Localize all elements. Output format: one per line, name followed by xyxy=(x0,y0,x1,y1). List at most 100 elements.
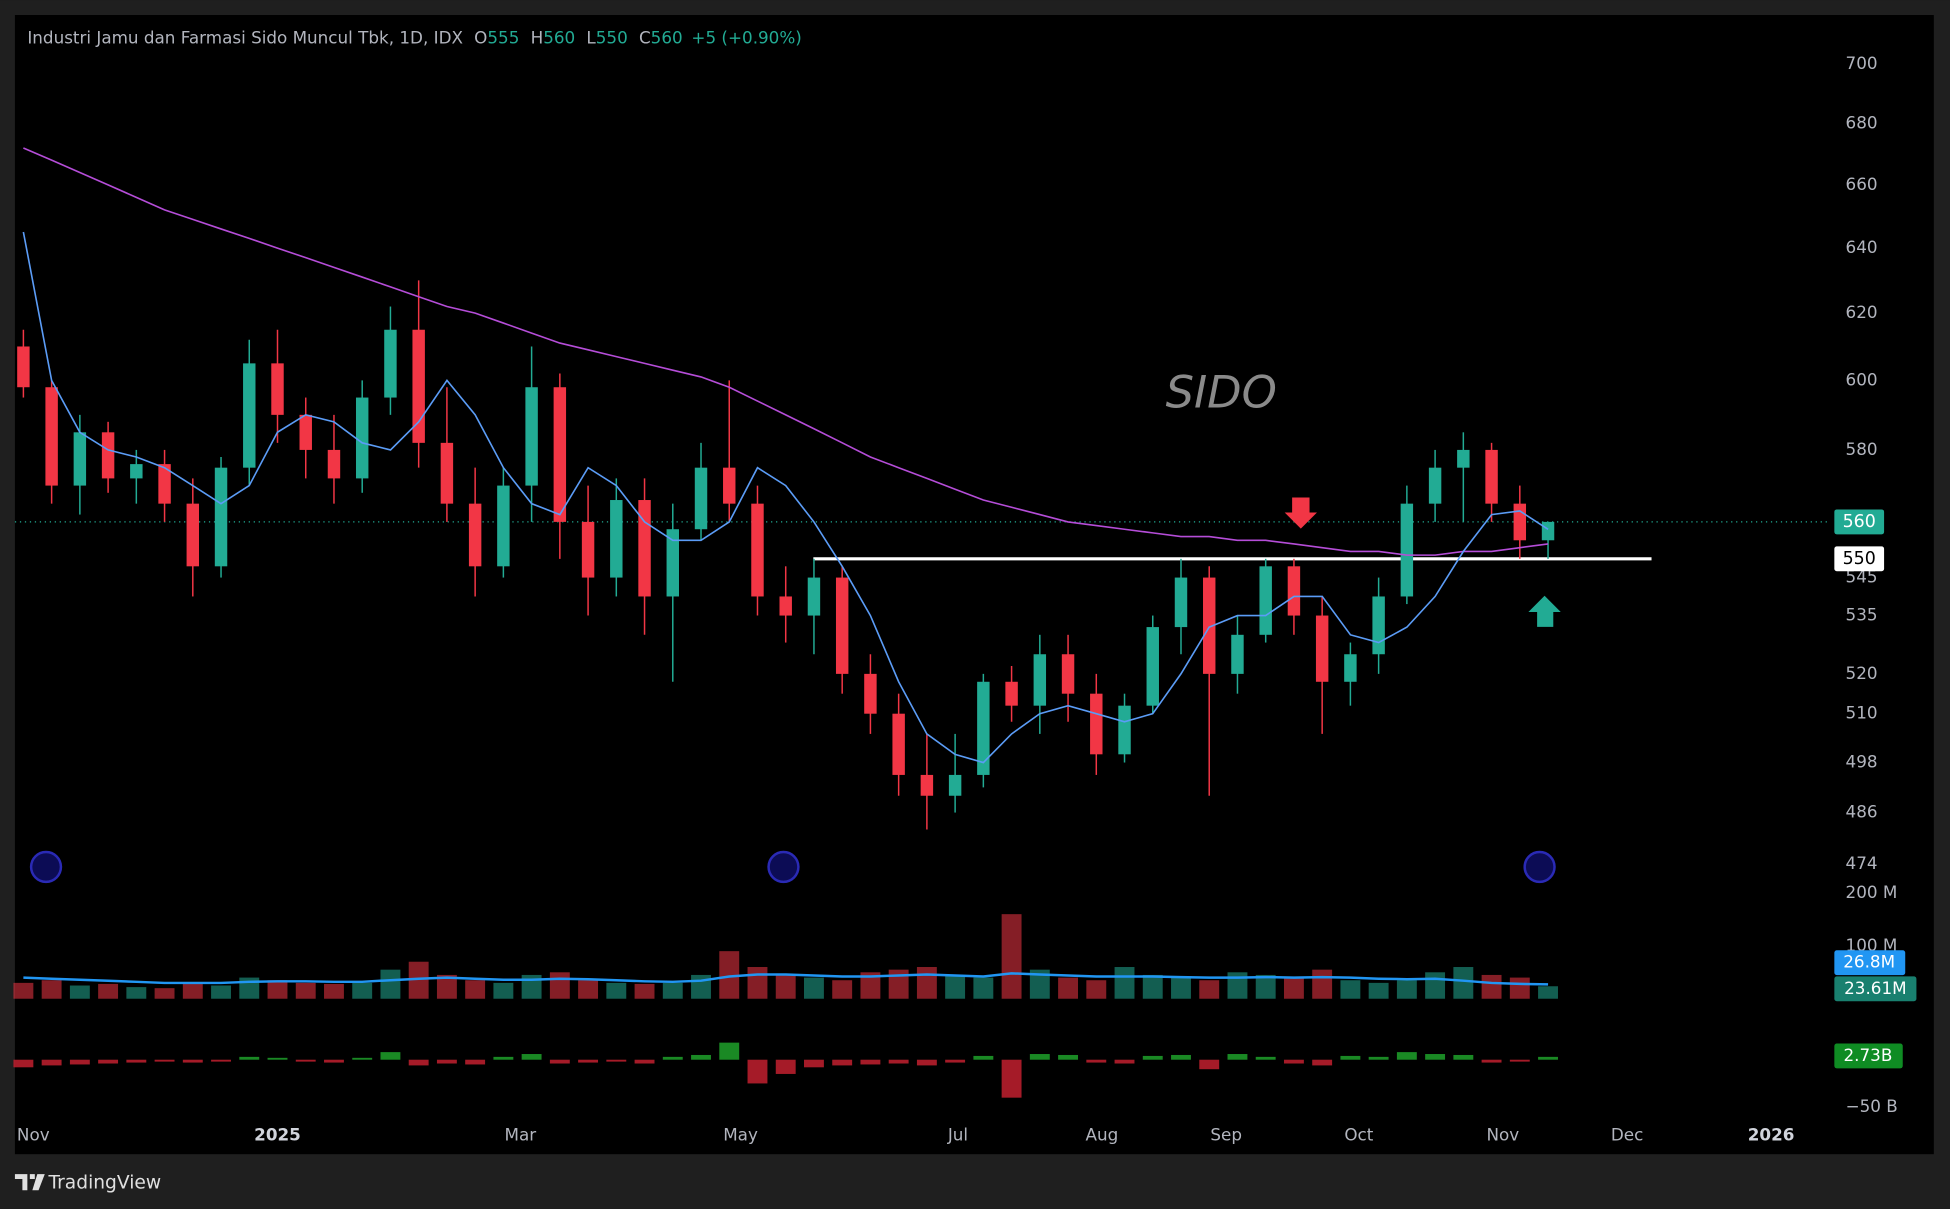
x-tick-label: Jul xyxy=(947,1125,968,1145)
candle-body xyxy=(1400,503,1414,597)
candle-body xyxy=(299,414,312,450)
candle-body xyxy=(186,503,200,567)
delta-bar xyxy=(267,1057,288,1060)
candle-body xyxy=(1174,577,1188,628)
delta-bar xyxy=(239,1056,260,1060)
volume-bar xyxy=(1114,967,1135,999)
y-tick-label: 580 xyxy=(1846,439,1878,459)
volume-bar xyxy=(1453,967,1474,999)
candle-body xyxy=(920,774,934,796)
volume-bar xyxy=(380,969,401,999)
volume-bar xyxy=(295,982,316,999)
ohlc-key: H xyxy=(531,28,544,48)
volume-bar xyxy=(973,977,994,999)
delta-bar xyxy=(1453,1054,1474,1060)
volume-bar xyxy=(1396,980,1417,999)
delta-bar xyxy=(662,1056,683,1060)
event-marker[interactable] xyxy=(1523,850,1556,884)
volume-bar xyxy=(1001,914,1022,999)
delta-bar xyxy=(1396,1052,1417,1060)
volume-bar xyxy=(352,982,373,999)
candle-body xyxy=(271,363,284,415)
y-tick-label: 700 xyxy=(1846,53,1878,73)
delta-bar xyxy=(888,1059,909,1064)
volume-bar xyxy=(1283,977,1304,999)
volume-bar xyxy=(1255,974,1276,999)
volume-bar xyxy=(888,969,909,999)
event-markers xyxy=(29,850,1556,884)
y-tick-label: 510 xyxy=(1846,703,1878,723)
candle-body xyxy=(384,329,397,398)
delta-bar xyxy=(860,1059,881,1065)
delta-bar xyxy=(775,1059,796,1074)
volume-bar xyxy=(662,982,683,999)
delta-bar xyxy=(408,1059,429,1066)
candle-body xyxy=(355,397,369,479)
x-tick-label: Sep xyxy=(1210,1125,1242,1145)
x-tick-label: Oct xyxy=(1344,1125,1373,1145)
delta-bar xyxy=(41,1059,62,1066)
delta-bar xyxy=(1001,1059,1022,1098)
volume-bar xyxy=(916,967,937,999)
delta-bar xyxy=(803,1059,824,1068)
delta-last-box xyxy=(1834,1043,1903,1069)
delta-bar xyxy=(1312,1059,1333,1066)
volume-bar xyxy=(1199,980,1220,999)
candle-body xyxy=(1344,654,1357,682)
candle-body xyxy=(497,485,510,567)
event-marker[interactable] xyxy=(29,850,63,884)
volume-bar xyxy=(860,972,881,999)
candle-body xyxy=(835,577,849,674)
delta-bar xyxy=(13,1059,34,1068)
volume-bar xyxy=(1509,977,1530,999)
delta-bar xyxy=(1114,1059,1135,1064)
ma20-line xyxy=(22,231,1549,764)
delta-bar xyxy=(945,1059,966,1063)
delta-bar xyxy=(182,1059,203,1063)
volume-bar xyxy=(1227,972,1248,999)
candle-body xyxy=(977,681,990,775)
candle-body xyxy=(610,500,623,578)
volume-bar xyxy=(1368,982,1389,999)
event-marker[interactable] xyxy=(767,850,800,884)
brand: TradingView xyxy=(14,1172,161,1193)
x-tick-label: Dec xyxy=(1611,1125,1643,1145)
volume-bar xyxy=(719,951,740,999)
level-box xyxy=(1834,546,1885,572)
candle-body xyxy=(694,467,708,530)
volume-bar xyxy=(578,980,599,999)
volume-bar xyxy=(436,974,457,999)
delta-bar xyxy=(1029,1054,1050,1060)
brand-logo xyxy=(14,1174,45,1191)
candle-body xyxy=(1118,705,1131,755)
chart-panel xyxy=(14,15,1934,1155)
candle-body xyxy=(1485,449,1498,504)
y-tick-label: 545 xyxy=(1846,567,1878,587)
candle-body xyxy=(1033,654,1047,706)
candle-body xyxy=(73,432,87,486)
candle-body xyxy=(1090,693,1103,755)
down-arrow xyxy=(1284,497,1317,529)
volume-bar xyxy=(1481,974,1502,999)
candle-body xyxy=(101,432,115,479)
delta-bar xyxy=(1340,1055,1361,1060)
volume-bar xyxy=(13,982,34,999)
candle-body xyxy=(468,503,482,567)
y-tick-label: 660 xyxy=(1846,174,1878,194)
volume-bar xyxy=(634,983,655,999)
delta-bar xyxy=(436,1059,457,1064)
candle-body xyxy=(892,713,905,775)
candle-body xyxy=(1315,615,1329,682)
y-tick-label: 498 xyxy=(1846,752,1878,772)
y-tick-label: 680 xyxy=(1846,113,1878,133)
level-label: 550 xyxy=(1843,549,1876,569)
candle-body xyxy=(1231,634,1244,674)
candle-body xyxy=(1061,654,1075,694)
chart-header: Industri Jamu dan Farmasi Sido Muncul Tb… xyxy=(27,28,801,48)
volume-bar xyxy=(1142,974,1163,999)
candle-body xyxy=(440,442,454,504)
delta-bar xyxy=(493,1056,514,1060)
delta-bar xyxy=(1199,1059,1220,1070)
delta-bar xyxy=(1142,1055,1163,1060)
candle-body xyxy=(214,467,228,567)
